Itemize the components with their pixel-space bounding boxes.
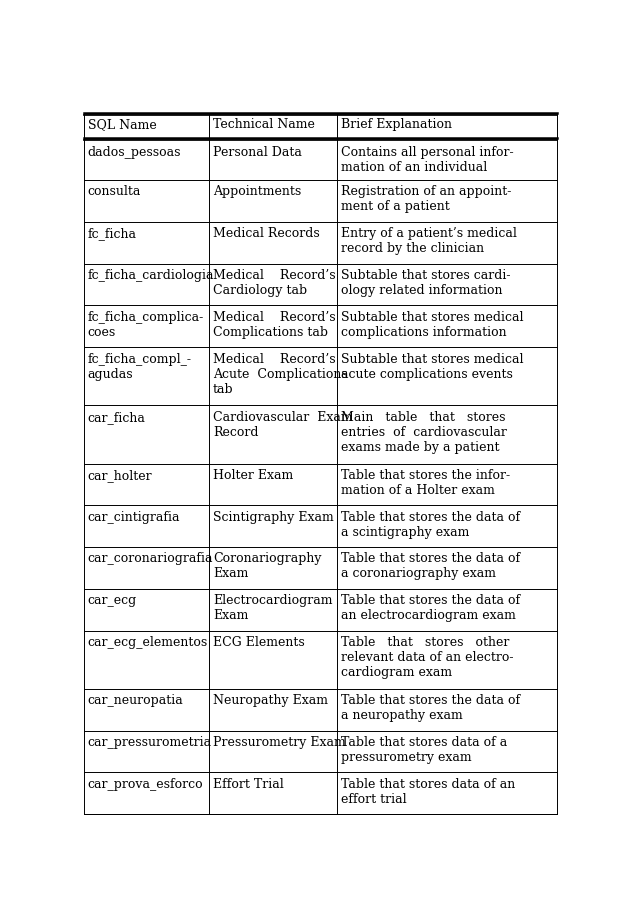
- Text: car_cintigrafia: car_cintigrafia: [88, 510, 181, 523]
- Text: Neuropathy Exam: Neuropathy Exam: [213, 694, 328, 707]
- Text: car_holter: car_holter: [88, 469, 152, 482]
- Text: Main   table   that   stores
entries  of  cardiovascular
exams made by a patient: Main table that stores entries of cardio…: [341, 410, 507, 453]
- Text: Scintigraphy Exam: Scintigraphy Exam: [213, 510, 334, 523]
- Text: Table that stores the infor-
mation of a Holter exam: Table that stores the infor- mation of a…: [341, 469, 510, 496]
- Text: Cardiovascular  Exam
Record: Cardiovascular Exam Record: [213, 410, 352, 438]
- Text: Subtable that stores medical
acute complications events: Subtable that stores medical acute compl…: [341, 352, 523, 380]
- Text: Table   that   stores   other
relevant data of an electro-
cardiogram exam: Table that stores other relevant data of…: [341, 635, 513, 678]
- Text: Table that stores the data of
a neuropathy exam: Table that stores the data of a neuropat…: [341, 694, 520, 721]
- Text: Electrocardiogram
Exam: Electrocardiogram Exam: [213, 594, 332, 621]
- Text: Registration of an appoint-
ment of a patient: Registration of an appoint- ment of a pa…: [341, 186, 511, 213]
- Text: fc_ficha_complica-
coes: fc_ficha_complica- coes: [88, 311, 204, 338]
- Text: Table that stores data of an
effort trial: Table that stores data of an effort tria…: [341, 777, 515, 805]
- Text: Subtable that stores medical
complications information: Subtable that stores medical complicatio…: [341, 311, 523, 338]
- Text: Medical    Record’s
Acute  Complications
tab: Medical Record’s Acute Complications tab: [213, 352, 348, 395]
- Text: Subtable that stores cardi-
ology related information: Subtable that stores cardi- ology relate…: [341, 268, 510, 297]
- Text: dados_pessoas: dados_pessoas: [88, 145, 181, 159]
- Text: Coronariography
Exam: Coronariography Exam: [213, 551, 322, 580]
- Text: consulta: consulta: [88, 186, 141, 199]
- Text: Table that stores data of a
pressurometry exam: Table that stores data of a pressurometr…: [341, 735, 507, 763]
- Text: car_ecg_elementos: car_ecg_elementos: [88, 635, 208, 648]
- Text: SQL Name: SQL Name: [88, 118, 156, 131]
- Text: Contains all personal infor-
mation of an individual: Contains all personal infor- mation of a…: [341, 145, 513, 174]
- Text: Appointments: Appointments: [213, 186, 301, 199]
- Text: car_pressurometria: car_pressurometria: [88, 735, 212, 748]
- Text: car_prova_esforco: car_prova_esforco: [88, 777, 204, 789]
- Text: Table that stores the data of
a scintigraphy exam: Table that stores the data of a scintigr…: [341, 510, 520, 538]
- Text: fc_ficha: fc_ficha: [88, 227, 137, 240]
- Text: Table that stores the data of
an electrocardiogram exam: Table that stores the data of an electro…: [341, 594, 520, 621]
- Text: Effort Trial: Effort Trial: [213, 777, 284, 789]
- Text: Table that stores the data of
a coronariography exam: Table that stores the data of a coronari…: [341, 551, 520, 580]
- Text: Technical Name: Technical Name: [213, 118, 315, 131]
- Text: fc_ficha_cardiologia: fc_ficha_cardiologia: [88, 268, 214, 281]
- Text: car_neuropatia: car_neuropatia: [88, 694, 184, 707]
- Text: car_coronariografia: car_coronariografia: [88, 551, 213, 565]
- Text: Holter Exam: Holter Exam: [213, 469, 293, 482]
- Text: Medical    Record’s
Cardiology tab: Medical Record’s Cardiology tab: [213, 268, 336, 297]
- Text: Pressurometry Exam: Pressurometry Exam: [213, 735, 346, 748]
- Text: Entry of a patient’s medical
record by the clinician: Entry of a patient’s medical record by t…: [341, 227, 517, 255]
- Text: Brief Explanation: Brief Explanation: [341, 118, 452, 131]
- Text: Medical    Record’s
Complications tab: Medical Record’s Complications tab: [213, 311, 336, 338]
- Text: Medical Records: Medical Records: [213, 227, 320, 240]
- Text: car_ecg: car_ecg: [88, 594, 137, 607]
- Text: fc_ficha_compl_-
agudas: fc_ficha_compl_- agudas: [88, 352, 192, 380]
- Text: Personal Data: Personal Data: [213, 145, 302, 159]
- Text: car_ficha: car_ficha: [88, 410, 146, 424]
- Text: ECG Elements: ECG Elements: [213, 635, 305, 648]
